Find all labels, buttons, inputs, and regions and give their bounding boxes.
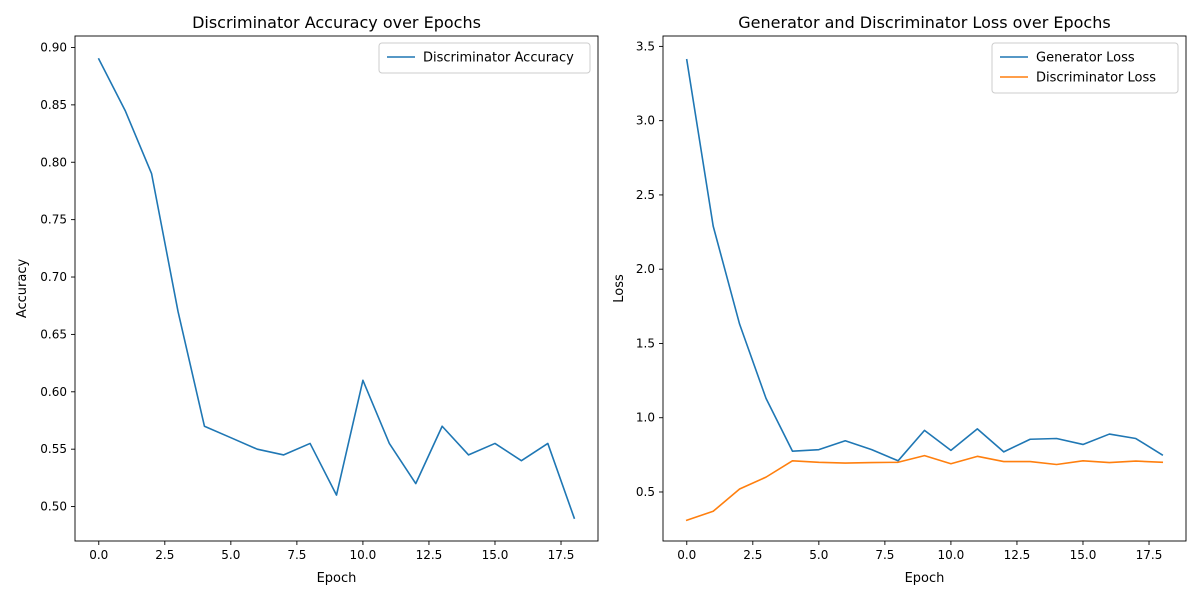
y-tick-label: 1.5	[636, 336, 655, 350]
chart-1: Discriminator Accuracy over Epochs 0.0 2.5…	[15, 13, 599, 586]
y-tick-label: 2.5	[636, 188, 655, 202]
y-tick-label: 3.5	[636, 39, 655, 53]
x-tick-label: 15.0	[482, 548, 509, 562]
plot-frame	[74, 35, 599, 542]
x-tick-label: 2.5	[743, 548, 762, 562]
chart-2: Generator and Discriminator Loss over Ep…	[612, 13, 1187, 586]
y-tick-label: 0.60	[40, 385, 67, 399]
chart-title: Generator and Discriminator Loss over Ep…	[738, 13, 1110, 32]
legend-label: Discriminator Accuracy	[423, 51, 574, 66]
y-tick-label: 0.70	[40, 270, 67, 284]
x-axis-label: Epoch	[905, 571, 945, 586]
x-tick-label: 7.5	[875, 548, 894, 562]
y-tick-label: 2.0	[636, 262, 655, 276]
x-tick-label: 12.5	[416, 548, 443, 562]
y-tick-label: 3.0	[636, 114, 655, 128]
legend-box	[991, 42, 1179, 94]
series-line-1	[97, 57, 576, 520]
y-axis-label: Loss	[612, 274, 627, 303]
x-tick-label: 15.0	[1070, 548, 1097, 562]
y-tick-label: 0.65	[40, 327, 67, 341]
x-tick-label: 10.0	[938, 548, 965, 562]
y-tick-label: 0.55	[40, 442, 67, 456]
y-tick-label: 0.85	[40, 98, 67, 112]
x-tick-label: 17.5	[548, 548, 575, 562]
legend: Discriminator Accuracy	[378, 42, 591, 74]
x-tick-label: 12.5	[1004, 548, 1031, 562]
x-tick-label: 0.0	[89, 548, 108, 562]
x-tick-label: 17.5	[1136, 548, 1163, 562]
series-line-2	[685, 454, 1164, 522]
x-tick-label: 10.0	[350, 548, 377, 562]
plot-frame	[662, 35, 1187, 542]
y-tick-label: 0.90	[40, 40, 67, 54]
legend: Generator Loss Discriminator Loss	[991, 42, 1179, 94]
x-tick-label: 5.0	[809, 548, 828, 562]
x-tick-label: 7.5	[287, 548, 306, 562]
y-axis-label: Accuracy	[15, 259, 30, 319]
x-axis-label: Epoch	[317, 571, 357, 586]
legend-label: Discriminator Loss	[1036, 71, 1156, 86]
y-tick-label: 1.0	[636, 411, 655, 425]
y-tick-label: 0.5	[636, 485, 655, 499]
series-line-1	[685, 58, 1164, 462]
x-tick-label: 2.5	[155, 548, 174, 562]
legend-label: Generator Loss	[1036, 51, 1135, 66]
chart-title: Discriminator Accuracy over Epochs	[192, 13, 481, 32]
x-tick-label: 0.0	[677, 548, 696, 562]
y-tick-label: 0.80	[40, 155, 67, 169]
y-tick-label: 0.50	[40, 500, 67, 514]
legend-box	[378, 42, 591, 74]
y-tick-label: 0.75	[40, 213, 67, 227]
x-tick-label: 5.0	[221, 548, 240, 562]
